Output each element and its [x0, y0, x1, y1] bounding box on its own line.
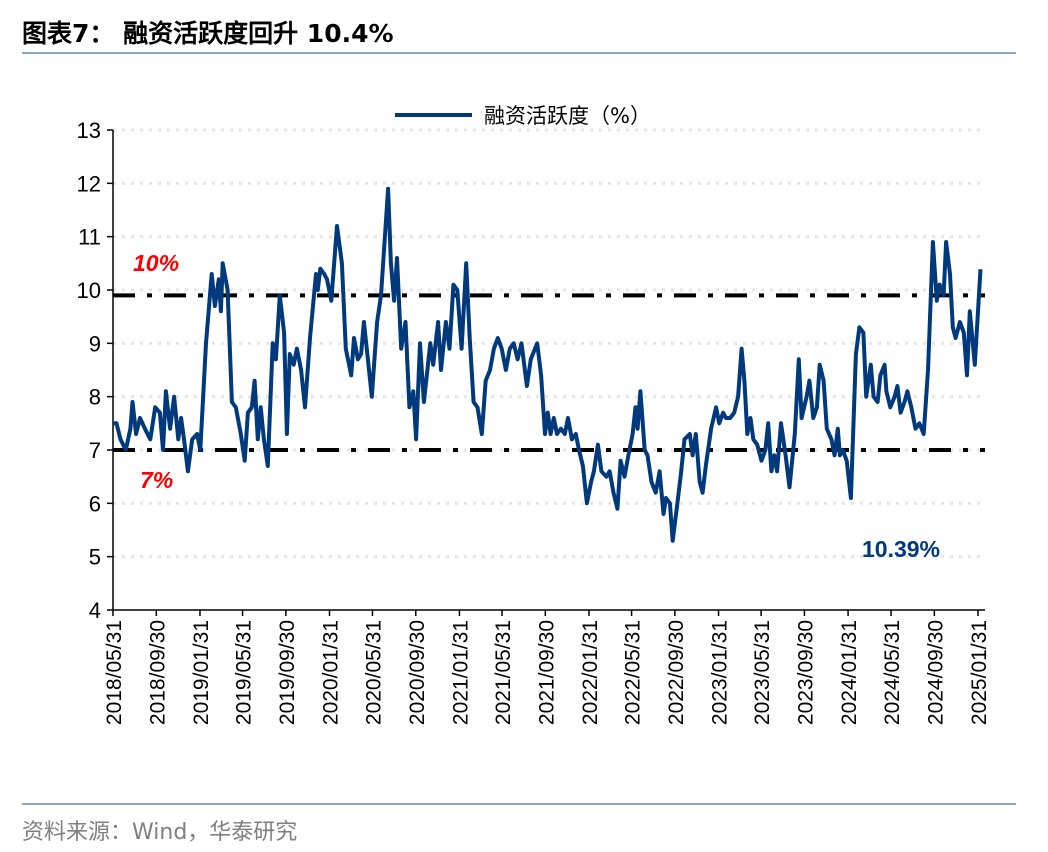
x-tick-label: 2020/05/31 — [362, 620, 385, 725]
x-axis: 2018/05/31 2018/09/30 2019/01/31 2019/05/31… — [103, 609, 991, 725]
x-tick-label: 2019/09/30 — [276, 620, 299, 725]
y-axis: 4 5 6 7 8 9 10 11 12 13 — [77, 118, 114, 623]
gridlines — [113, 128, 985, 559]
x-tick-label: 2025/01/31 — [968, 620, 991, 725]
x-tick-label: 2020/01/31 — [320, 620, 343, 725]
last-value-annotation: 10.39% — [862, 536, 940, 562]
x-tick-label: 2018/05/31 — [103, 620, 126, 725]
ref-label-7: 7% — [140, 467, 173, 493]
y-tick-label: 6 — [89, 491, 101, 516]
x-tick-label: 2018/09/30 — [146, 620, 169, 725]
x-tick-label: 2022/09/30 — [665, 620, 688, 725]
x-tick-label: 2022/05/31 — [622, 620, 645, 725]
source-note: 资料来源：Wind，华泰研究 — [22, 820, 298, 845]
x-tick-label: 2023/05/31 — [751, 620, 774, 725]
x-tick-label: 2024/01/31 — [838, 620, 861, 725]
x-tick-label: 2019/01/31 — [190, 620, 213, 725]
x-tick-label: 2019/05/31 — [233, 620, 256, 725]
x-tick-label: 2023/01/31 — [709, 620, 732, 725]
y-tick-label: 10 — [77, 278, 101, 303]
y-tick-label: 5 — [89, 545, 101, 570]
y-tick-label: 12 — [77, 171, 101, 196]
x-tick-label: 2022/01/31 — [579, 620, 602, 725]
x-tick-label: 2021/09/30 — [535, 620, 558, 725]
x-tick-label: 2020/09/30 — [406, 620, 429, 725]
y-tick-label: 8 — [89, 385, 101, 410]
series-line — [113, 186, 983, 543]
figure-title: 图表7： 融资活跃度回升 10.4% — [22, 19, 394, 48]
legend: 融资活跃度（%） — [395, 104, 651, 128]
ref-label-10: 10% — [133, 250, 179, 276]
y-tick-label: 13 — [77, 118, 101, 143]
x-tick-label: 2024/09/30 — [924, 620, 947, 725]
y-tick-label: 7 — [89, 438, 101, 463]
legend-label: 融资活跃度（%） — [484, 104, 651, 128]
footer-rule — [22, 803, 1016, 805]
y-tick-label: 4 — [89, 598, 101, 623]
y-tick-label: 11 — [78, 225, 101, 250]
x-tick-label: 2024/05/31 — [881, 620, 904, 725]
title-rule — [22, 52, 1016, 54]
y-tick-label: 9 — [89, 331, 101, 356]
x-tick-label: 2021/01/31 — [449, 620, 472, 725]
x-tick-label: 2021/05/31 — [492, 620, 515, 725]
x-tick-label: 2023/09/30 — [794, 620, 817, 725]
